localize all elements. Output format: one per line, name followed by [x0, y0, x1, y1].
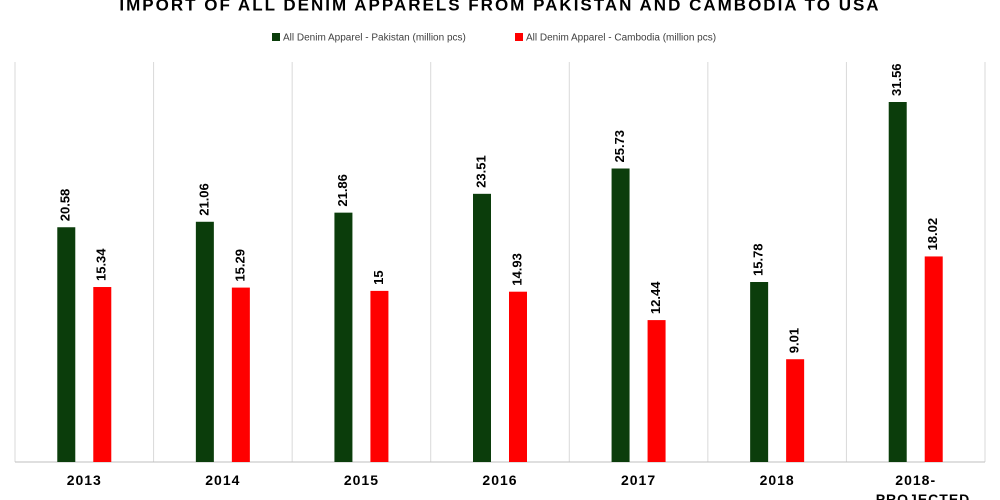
x-tick-label: 2015	[343, 472, 379, 488]
bar	[786, 359, 805, 462]
bar	[195, 221, 214, 462]
bar	[750, 282, 769, 462]
value-label: 21.86	[335, 174, 350, 207]
x-tick-label: 2018- PROJECTED	[875, 472, 971, 500]
bar	[647, 320, 666, 462]
value-label: 25.73	[612, 130, 627, 163]
x-tick-label: 2014	[205, 472, 241, 488]
value-label: 15.34	[94, 248, 109, 281]
value-label: 23.51	[473, 155, 488, 188]
legend-swatch	[515, 33, 523, 41]
value-label: 31.56	[889, 63, 904, 96]
x-tick-label: 2013	[66, 472, 102, 488]
legend-label: All Denim Apparel - Cambodia (million pc…	[526, 33, 716, 44]
bar	[57, 227, 76, 462]
bar	[611, 168, 630, 463]
x-tick-label: 2016	[482, 472, 518, 488]
bar	[473, 193, 491, 463]
bar	[924, 256, 943, 462]
value-label: 15	[371, 270, 386, 284]
bar	[334, 212, 353, 462]
value-label: 15.29	[232, 249, 247, 282]
x-tick-label: 2018	[759, 472, 795, 488]
bar	[231, 287, 250, 462]
chart-title: IMPORT OF ALL DENIM APPARELS FROM PAKIST…	[119, 0, 880, 14]
value-label: 9.01	[787, 328, 802, 353]
bar	[509, 291, 527, 462]
value-label: 15.78	[751, 243, 766, 276]
value-label: 12.44	[648, 281, 663, 314]
value-label: 14.93	[509, 253, 524, 286]
bar	[93, 287, 112, 462]
legend-swatch	[272, 33, 280, 41]
x-tick-label: 2017	[620, 472, 657, 488]
bar	[370, 290, 389, 462]
value-label: 18.02	[925, 218, 940, 251]
value-label: 21.06	[196, 183, 211, 216]
legend-label: All Denim Apparel - Pakistan (million pc…	[283, 33, 466, 44]
bar	[888, 102, 907, 462]
value-label: 20.58	[58, 189, 73, 222]
